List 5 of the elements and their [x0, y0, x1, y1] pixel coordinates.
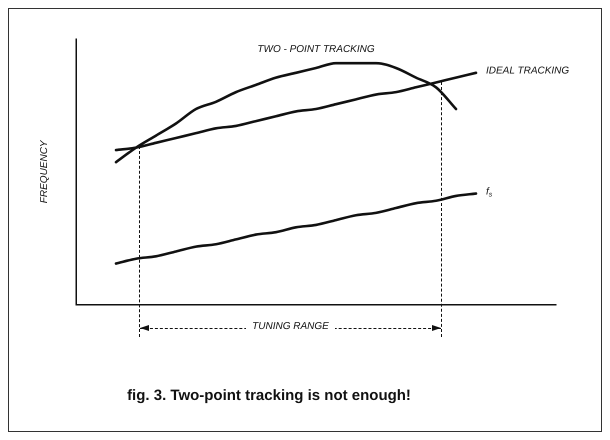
series-label: IDEAL TRACKING: [486, 66, 570, 77]
series-label: TWO - POINT TRACKING: [257, 44, 375, 55]
y-axis-title: FREQUENCY: [38, 139, 50, 204]
text: TUNING RANGE: [246, 321, 335, 332]
text: fig. 3. Two-point tracking is not enough!: [126, 387, 412, 404]
